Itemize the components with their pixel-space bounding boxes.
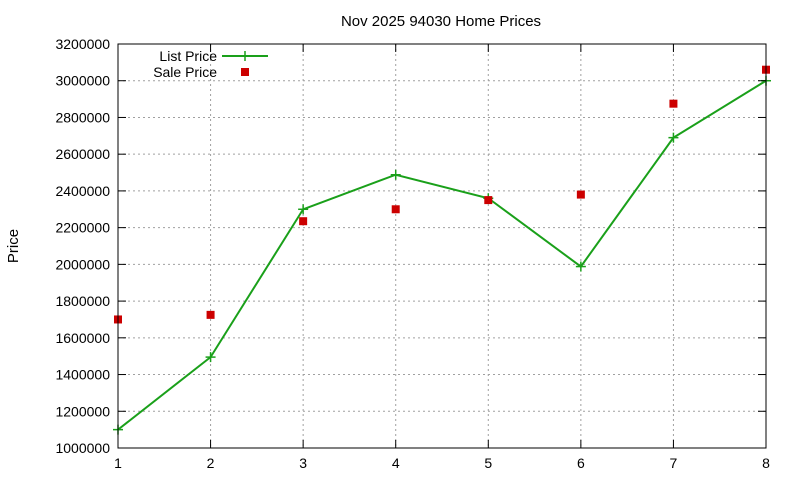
x-tick-label: 5 <box>484 455 492 471</box>
list-price-point <box>668 132 679 143</box>
x-tick-label: 1 <box>114 455 122 471</box>
list-price-point <box>575 261 586 272</box>
sale-price-point <box>299 217 308 226</box>
list-price-series <box>113 75 771 435</box>
sale-price-point <box>669 99 678 108</box>
y-axis-label: Price <box>5 229 22 263</box>
y-tick-label: 1200000 <box>55 403 110 419</box>
y-tick-label: 1800000 <box>55 293 110 309</box>
legend-swatch-marker <box>240 51 250 61</box>
legend-label: List Price <box>159 48 217 64</box>
y-tick-label: 2800000 <box>55 109 110 125</box>
sale-price-point <box>206 310 215 319</box>
y-tick-label: 3000000 <box>55 73 110 89</box>
chart-title: Nov 2025 94030 Home Prices <box>341 13 541 30</box>
x-tick-label: 7 <box>670 455 678 471</box>
list-price-point <box>205 352 216 363</box>
y-tick-label: 2000000 <box>55 256 110 272</box>
sale-price-series <box>114 65 770 324</box>
plot-area-border <box>117 43 767 449</box>
sale-price-point <box>391 205 400 214</box>
y-tick-label: 1600000 <box>55 330 110 346</box>
legend-item-list-price: List Price <box>159 48 268 64</box>
x-tick-label: 3 <box>299 455 307 471</box>
sale-price-point <box>576 190 585 199</box>
y-tick-label: 1000000 <box>55 440 110 456</box>
x-tick-label: 6 <box>577 455 585 471</box>
series-layer <box>113 65 771 435</box>
y-tick-label: 3200000 <box>55 36 110 52</box>
legend-item-sale-price: Sale Price <box>153 64 249 80</box>
legend-label: Sale Price <box>153 64 217 80</box>
legend-swatch-marker <box>241 68 249 76</box>
axis-ticks: 1000000 1200000 1400000 1600000 1800000 20000… <box>55 36 770 471</box>
y-tick-label: 1400000 <box>55 367 110 383</box>
list-price-point <box>390 169 401 180</box>
list-price-point <box>298 204 309 215</box>
x-tick-label: 8 <box>762 455 770 471</box>
grid <box>118 44 766 448</box>
x-tick-label: 2 <box>207 455 215 471</box>
sale-price-point <box>484 196 493 205</box>
x-tick-label: 4 <box>392 455 400 471</box>
y-tick-label: 2200000 <box>55 220 110 236</box>
y-tick-label: 2600000 <box>55 146 110 162</box>
list-price-line <box>117 79 767 431</box>
y-tick-label: 2400000 <box>55 183 110 199</box>
